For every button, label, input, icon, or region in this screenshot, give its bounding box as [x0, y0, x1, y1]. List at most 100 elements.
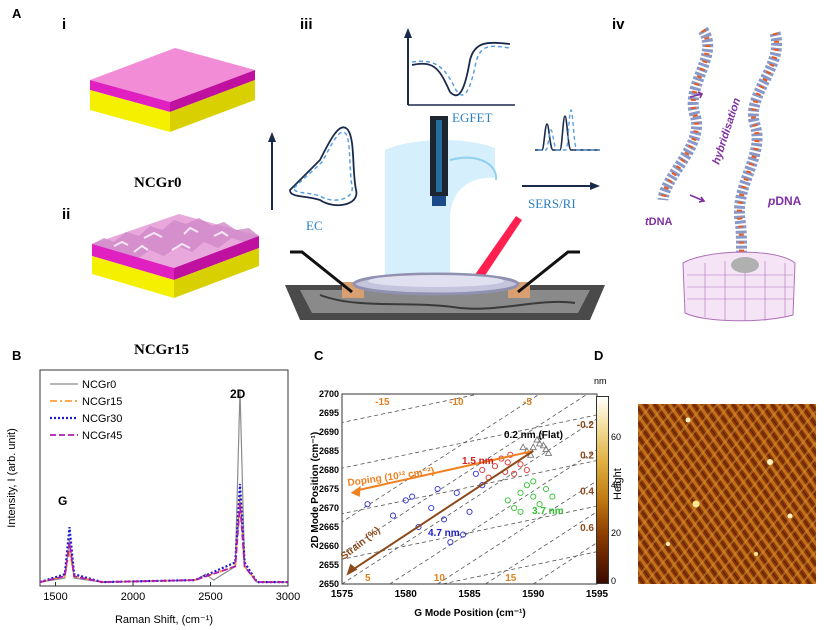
raman-legend-entry: NCGr0 [82, 379, 116, 391]
raman-x-tick-label: 2500 [198, 591, 222, 603]
scatter-point [530, 493, 537, 500]
raman-series-ncgr30 [39, 483, 288, 584]
raman-x-axis-label: Raman Shift, (cm⁻¹) [115, 614, 213, 626]
raman-spectra-chart: 1500 2000 2500 3000 Intensity, I (arb. unit… [6, 369, 300, 626]
tdna-suffix: DNA [649, 216, 673, 228]
panel-label-a: A [12, 6, 22, 21]
egfet-label: EGFET [452, 110, 493, 125]
scatter-point [491, 463, 499, 470]
pdna-suffix: DNA [775, 194, 801, 208]
correlation-y-tick-label: 2655 [319, 560, 339, 570]
correlation-plot-frame [341, 393, 598, 585]
scatter-point [544, 448, 553, 456]
strain-iso-line [485, 511, 597, 584]
scatter-point [517, 489, 524, 496]
correlation-x-tick-label: 1590 [522, 589, 545, 600]
colorbar-tick-40: 40 [611, 480, 622, 490]
panel-label-b: B [12, 348, 22, 363]
annotation-4-7nm: 4.7 nm [428, 528, 460, 539]
sublabel-i: i [62, 16, 67, 33]
strain-top-label: -15 [375, 397, 390, 408]
scatter-point [434, 485, 441, 493]
measurement-setup-illustration [268, 28, 605, 320]
scatter-point [504, 497, 511, 504]
scatter-point [523, 466, 530, 474]
scatter-point [364, 501, 371, 508]
correlation-y-tick-label: 2670 [319, 503, 339, 513]
raman-legend-entry: NCGr30 [82, 413, 122, 425]
raman-x-tick-label: 3000 [276, 591, 300, 603]
sers-spectrum-inset [522, 109, 600, 190]
scatter-point [542, 445, 550, 453]
scatter-point [472, 470, 479, 477]
correlation-y-tick-label: 2690 [319, 427, 339, 437]
strain-iso-line [342, 418, 597, 584]
scatter-point [517, 461, 524, 468]
scatter-point [460, 531, 467, 538]
egfet-transfer-inset [404, 28, 515, 106]
strain-iso-line [533, 542, 597, 584]
correlation-y-tick-label: 2650 [319, 579, 339, 589]
peak-g-label: G [58, 494, 67, 508]
scatter-point [536, 501, 543, 508]
doping-arrow [354, 450, 534, 492]
scatter-point [529, 443, 538, 451]
scatter-point [523, 447, 531, 454]
strain-top-label: -10 [449, 397, 464, 408]
correlation-y-axis-label: 2D Mode Position (cm⁻¹) [310, 432, 321, 548]
colorbar-tick-20: 20 [611, 528, 622, 538]
correlation-y-tick-label: 2680 [319, 465, 339, 475]
strain-iso-line [389, 449, 597, 584]
raman-plot-frame [39, 369, 289, 587]
sublabel-ii: ii [62, 206, 71, 223]
annotation-3-7nm: 3.7 nm [532, 506, 564, 517]
doping-right-label: 0.2 [580, 451, 594, 462]
strain-arrowhead [346, 563, 358, 576]
tdna-label: tDNA [645, 216, 673, 228]
scatter-point [539, 441, 548, 449]
scatter-point [511, 470, 518, 477]
panel-label-c: C [314, 348, 324, 363]
correlation-x-tick-label: 1585 [458, 589, 481, 600]
panel-label-d: D [594, 348, 604, 363]
scatter-point [519, 443, 527, 451]
cyclic-voltammogram-inset [268, 126, 358, 210]
rough-substrate-illustration [92, 214, 259, 298]
peak-2d-label: 2D [230, 387, 246, 401]
scatter-point [409, 493, 416, 500]
doping-right-label: -0.2 [577, 420, 595, 431]
sublabel-iii: iii [300, 16, 313, 33]
raman-legend: NCGr0 NCGr15 NCGr30 NCGr45 [50, 379, 122, 442]
height-unit-label: nm [594, 376, 607, 386]
height-colorbar [596, 396, 609, 584]
scatter-point [453, 489, 460, 496]
scatter-point [533, 435, 541, 443]
sers-label: SERS/RI [528, 196, 576, 211]
ncgr15-label: NCGr15 [134, 342, 189, 358]
annotation-1-5nm: 1.5 nm [462, 456, 494, 467]
correlation-x-axis-label: G Mode Position (cm⁻¹) [414, 608, 525, 619]
ncgr0-label: NCGr0 [134, 175, 182, 191]
correlation-y-tick-label: 2695 [319, 408, 339, 418]
strain-bottom-label: 5 [365, 573, 371, 584]
correlation-y-tick-label: 2660 [319, 541, 339, 551]
correlation-y-tick-label: 2675 [319, 484, 339, 494]
flat-substrate-illustration [90, 48, 255, 132]
scatter-point [428, 504, 435, 512]
correlation-y-tick-label: 2665 [319, 522, 339, 532]
scatter-point [537, 431, 545, 439]
strain-bottom-label: 15 [505, 573, 517, 584]
hybridisation-label: hybridisation [710, 96, 743, 166]
doping-right-label: 0.6 [580, 523, 594, 534]
scatter-point [535, 439, 544, 447]
scatter-point [511, 504, 518, 512]
pdna-label: pDNA [767, 194, 802, 208]
raman-legend-entry: NCGr15 [82, 396, 122, 408]
strain-bottom-label: 10 [434, 573, 446, 584]
strain-iso-line [437, 480, 597, 584]
scatter-point [389, 512, 397, 519]
correlation-x-tick-label: 1575 [331, 589, 354, 600]
scatter-point [504, 459, 511, 466]
scatter-point [542, 485, 550, 493]
raman-series-ncgr45 [39, 503, 288, 584]
